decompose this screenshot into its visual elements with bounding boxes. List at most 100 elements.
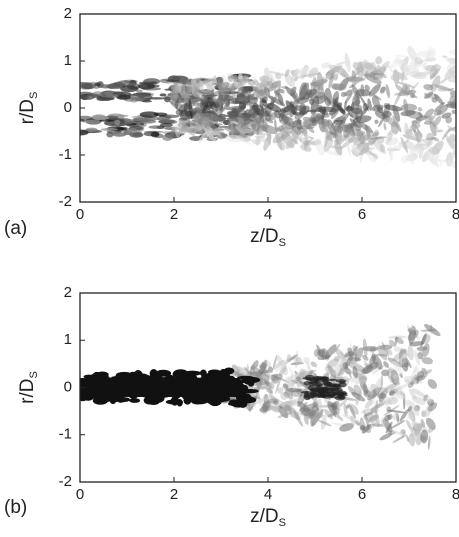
turbulence xyxy=(225,134,245,143)
turbulence xyxy=(184,88,190,94)
turbulence xyxy=(276,355,285,368)
turbulence xyxy=(352,115,372,124)
core xyxy=(120,397,131,402)
turbulence xyxy=(392,360,404,375)
turbulence xyxy=(351,144,360,156)
turbulence xyxy=(212,98,227,105)
turbulence xyxy=(408,433,415,447)
dark-eddy xyxy=(323,381,333,388)
turbulence xyxy=(421,357,433,365)
turbulence xyxy=(417,111,423,117)
turbulence xyxy=(408,131,426,142)
turbulence xyxy=(221,74,228,85)
x-tick-label: 6 xyxy=(358,486,366,503)
turbulence xyxy=(407,329,419,341)
turbulence xyxy=(335,399,348,410)
turbulence xyxy=(334,139,343,156)
turbulence xyxy=(371,423,383,427)
turbulence xyxy=(350,415,355,427)
turbulence xyxy=(250,381,269,387)
turbulence xyxy=(175,109,183,116)
turbulence xyxy=(227,75,234,82)
turbulence xyxy=(230,83,236,104)
y-axis-label-sub: S xyxy=(28,371,40,378)
y-tick-label: 0 xyxy=(64,99,72,116)
turbulence xyxy=(395,387,403,395)
turbulence xyxy=(407,413,414,421)
turbulence xyxy=(331,370,337,376)
turbulence xyxy=(411,395,426,405)
turbulence xyxy=(354,347,364,361)
turbulence xyxy=(362,381,368,396)
core xyxy=(208,369,222,375)
x-tick-label: 0 xyxy=(76,486,84,503)
vortex xyxy=(85,127,98,132)
turbulence xyxy=(294,69,301,75)
turbulence xyxy=(331,357,351,366)
turbulence xyxy=(399,408,410,422)
turbulence xyxy=(278,109,285,123)
turbulence xyxy=(291,380,296,385)
vortex xyxy=(150,131,160,138)
vortex xyxy=(134,92,150,97)
turbulence xyxy=(380,61,390,71)
dark-eddy xyxy=(313,375,324,381)
vortex xyxy=(114,119,121,126)
turbulence xyxy=(258,359,267,377)
turbulence xyxy=(397,81,415,88)
turbulence xyxy=(407,45,418,63)
turbulence xyxy=(282,123,290,137)
turbulence xyxy=(427,140,434,147)
turbulence xyxy=(392,374,399,379)
turbulence xyxy=(358,146,370,156)
turbulence xyxy=(223,98,231,110)
turbulence xyxy=(271,376,279,384)
turbulence xyxy=(405,357,412,369)
turbulence xyxy=(420,333,427,347)
turbulence xyxy=(411,388,426,398)
vortex xyxy=(120,85,139,93)
turbulence xyxy=(315,138,322,145)
dark-eddy xyxy=(322,378,327,382)
turbulence xyxy=(287,134,299,145)
turbulence xyxy=(425,115,436,122)
turbulence xyxy=(385,84,391,99)
turbulence xyxy=(351,84,361,100)
vortex xyxy=(162,134,173,141)
turbulence xyxy=(414,422,423,435)
turbulence xyxy=(368,390,374,396)
turbulence xyxy=(371,353,383,370)
turbulence xyxy=(315,95,328,105)
turbulence xyxy=(295,350,298,369)
x-tick-label: 8 xyxy=(452,486,459,503)
core xyxy=(247,379,255,387)
turbulence xyxy=(362,354,369,361)
turbulence xyxy=(429,120,437,137)
core xyxy=(129,398,141,403)
turbulence xyxy=(227,110,238,119)
turbulence xyxy=(426,396,432,401)
turbulence xyxy=(451,109,456,115)
turbulence xyxy=(344,89,353,97)
turbulence xyxy=(352,122,362,131)
vortex xyxy=(80,129,89,135)
turbulence xyxy=(378,114,386,128)
turbulence xyxy=(392,104,401,122)
turbulence xyxy=(415,115,428,121)
turbulence xyxy=(363,73,382,85)
turbulence xyxy=(293,410,303,427)
turbulence xyxy=(424,65,437,72)
turbulence xyxy=(272,354,278,370)
vortex xyxy=(80,118,86,122)
turbulence xyxy=(303,356,310,364)
turbulence xyxy=(259,109,265,124)
x-tick-label: 4 xyxy=(264,486,272,503)
turbulence xyxy=(335,61,346,66)
turbulence xyxy=(451,150,456,158)
turbulence xyxy=(424,108,435,119)
turbulence xyxy=(324,129,329,148)
turbulence xyxy=(387,396,398,405)
turbulence xyxy=(381,110,392,118)
y-axis-label-main: r/D xyxy=(17,379,38,404)
